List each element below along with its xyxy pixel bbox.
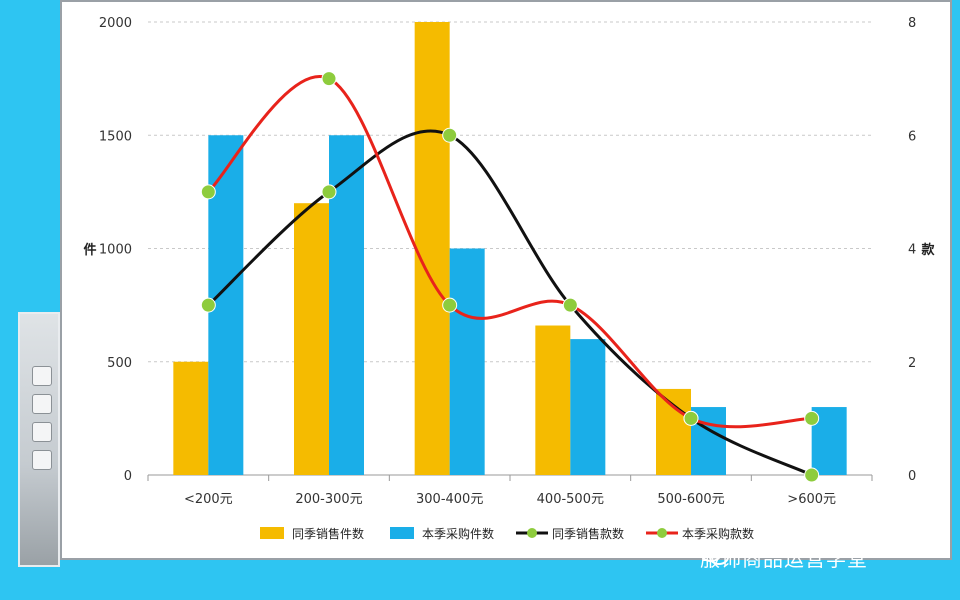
legend-label: 同季销售款数 <box>552 526 624 541</box>
right-tick-label: 0 <box>908 469 916 484</box>
legend-swatch <box>390 527 414 539</box>
legend-label: 本季采购件数 <box>422 526 494 541</box>
category-label: 300-400元 <box>416 492 483 507</box>
legend-label: 同季销售件数 <box>292 526 364 541</box>
combo-chart: 0 500 1000 1500 2000 0 2 4 6 8 件 款 <200元 200-300元 300-… <box>83 16 935 541</box>
line-marker <box>200 297 216 313</box>
line-marker <box>683 410 699 426</box>
left-tick-label: 500 <box>107 356 132 371</box>
legend-label: 本季采购款数 <box>682 526 754 541</box>
left-tick-label: 2000 <box>99 16 132 31</box>
left-tick-label: 1500 <box>99 129 132 144</box>
left-tick-label: 0 <box>124 469 132 484</box>
category-label: 500-600元 <box>657 492 724 507</box>
bar <box>449 248 485 475</box>
right-axis-title: 款 <box>921 242 935 258</box>
left-axis-title: 件 <box>83 242 96 258</box>
chart-panel: 0 500 1000 1500 2000 0 2 4 6 8 件 款 <200元 200-300元 300-… <box>60 0 952 560</box>
right-tick-label: 8 <box>908 16 916 31</box>
bar <box>294 203 329 475</box>
category-label: <200元 <box>184 492 233 507</box>
bar <box>656 388 691 475</box>
line-marker <box>442 297 458 313</box>
wechat-icon <box>700 544 729 565</box>
category-label: 400-500元 <box>537 492 604 507</box>
bar <box>535 325 571 475</box>
category-label: 200-300元 <box>295 492 362 507</box>
keyboard-key <box>32 422 52 442</box>
keyboard-key <box>32 450 52 470</box>
line-marker <box>804 467 820 483</box>
category-label: >600元 <box>787 492 836 507</box>
line-marker <box>200 184 216 200</box>
legend-swatch <box>260 527 284 539</box>
keyboard-photo <box>18 312 60 567</box>
line-marker <box>321 184 337 200</box>
bar <box>173 361 209 475</box>
left-tick-label: 1000 <box>99 243 132 258</box>
legend-marker <box>657 528 667 538</box>
bar <box>414 22 450 475</box>
line-marker <box>321 71 337 87</box>
right-tick-label: 6 <box>908 129 916 144</box>
bar <box>570 339 606 475</box>
line-marker <box>562 297 578 313</box>
keyboard-key <box>32 394 52 414</box>
line-marker <box>804 410 820 426</box>
line-marker <box>442 127 458 143</box>
right-tick-label: 2 <box>908 356 916 371</box>
legend-marker <box>527 528 537 538</box>
right-tick-label: 4 <box>908 243 916 258</box>
keyboard-key <box>32 366 52 386</box>
watermark: 服饰商品运营学堂 <box>700 543 868 572</box>
